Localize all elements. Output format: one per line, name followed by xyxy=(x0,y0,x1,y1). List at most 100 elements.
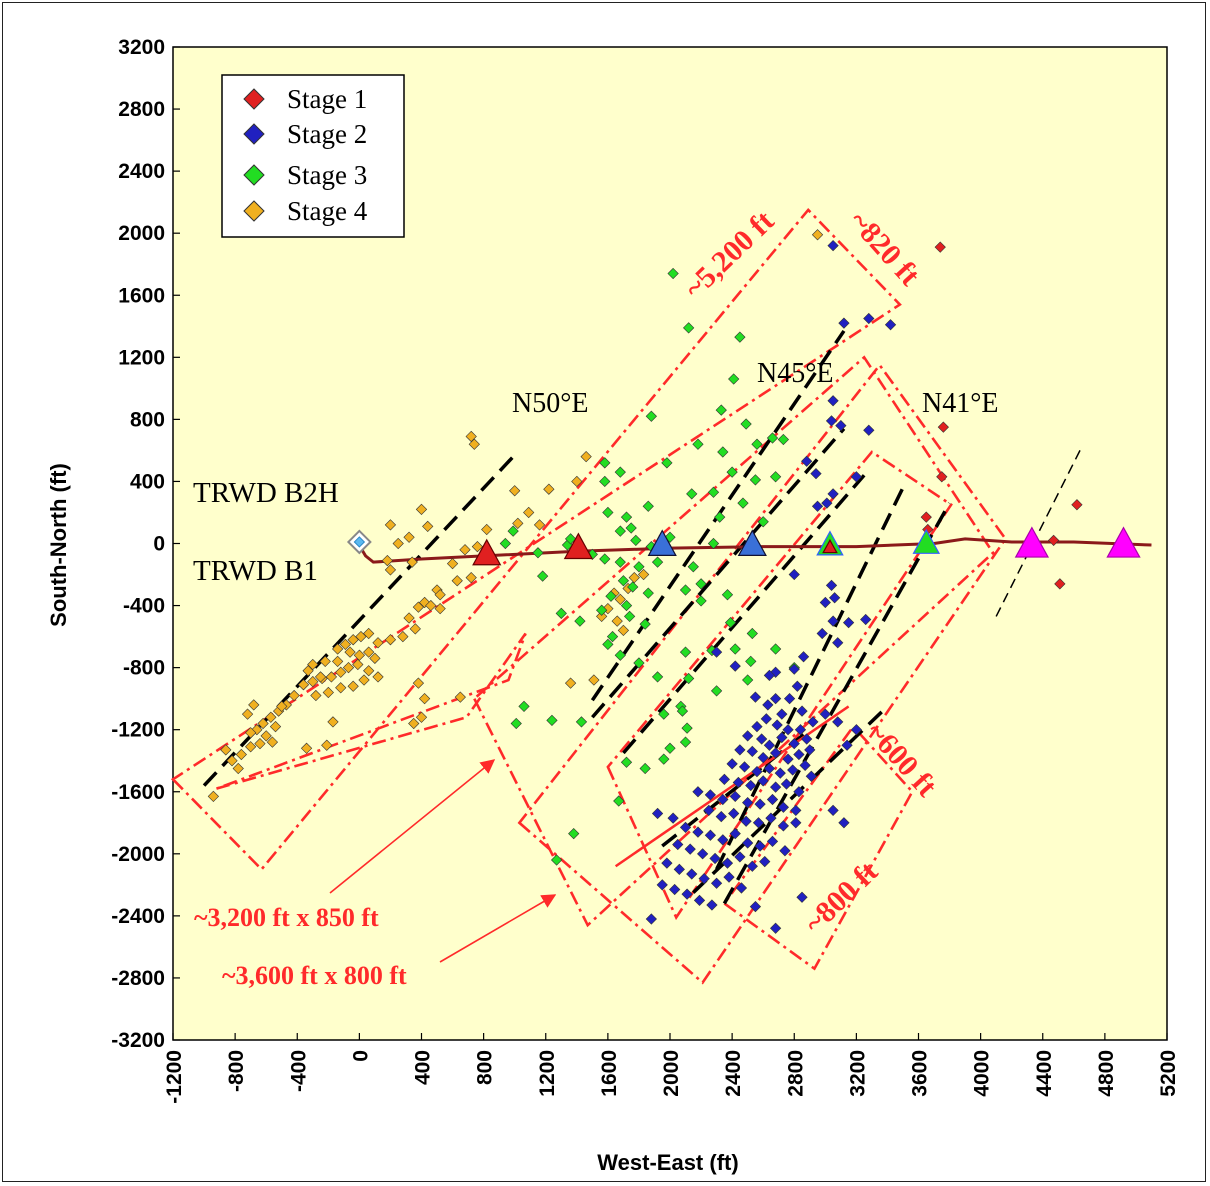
stage-4-point xyxy=(325,671,338,683)
stage-4-point xyxy=(454,691,466,703)
stage-3-point xyxy=(575,716,588,728)
stage-4-point xyxy=(232,762,244,775)
stage-2-point xyxy=(797,651,810,663)
stage-2-point xyxy=(732,776,744,789)
stage-3-point xyxy=(687,561,699,573)
stage-2-point xyxy=(850,724,862,736)
x-tick-label: 4400 xyxy=(1033,1050,1056,1097)
stage-2-point xyxy=(759,855,771,868)
stage-3-point xyxy=(667,267,679,280)
x-tick-label: 1200 xyxy=(536,1050,559,1097)
stage-2-point xyxy=(746,860,758,872)
stage-2-triangle xyxy=(737,529,767,557)
stage-4-point xyxy=(451,575,463,587)
stage-4-point xyxy=(307,658,319,671)
stage-3-point xyxy=(614,556,626,568)
legend-label-stage-4: Stage 4 xyxy=(287,196,368,226)
stage-3-point xyxy=(679,646,692,658)
magenta-triangle xyxy=(1106,526,1141,558)
stage-4-point xyxy=(509,485,521,497)
y-tick-label: -400 xyxy=(123,595,165,618)
stage-3-point xyxy=(602,638,614,650)
stage-3-point xyxy=(769,643,782,655)
stage-2-point xyxy=(692,786,704,798)
stage-3-point xyxy=(745,655,757,668)
y-tick-label: 800 xyxy=(130,408,165,431)
stage-4-point xyxy=(335,666,347,678)
stage-4-point xyxy=(363,665,375,677)
stage-3-point xyxy=(510,717,522,730)
stage-2-point xyxy=(696,848,709,860)
stage-3-point xyxy=(599,475,611,488)
x-tick-label: 3600 xyxy=(909,1050,932,1097)
label-n41e: N41°E xyxy=(922,388,999,419)
stage-2-point xyxy=(796,705,808,717)
stage-4-point xyxy=(571,475,583,488)
trend-line xyxy=(202,453,516,787)
well-path-line xyxy=(354,537,1152,564)
legend-label-stage-2: Stage 2 xyxy=(287,119,367,149)
stage-3-point xyxy=(728,373,740,385)
x-tick-label: -1200 xyxy=(163,1050,186,1104)
stage-3-point xyxy=(658,753,670,765)
legend-label-stage-1: Stage 1 xyxy=(287,84,367,114)
stage-3-point xyxy=(686,488,698,500)
stage-3-point xyxy=(683,322,695,334)
stage-2-point xyxy=(661,857,673,869)
stage-4-point xyxy=(332,643,344,655)
stage-3-point xyxy=(707,486,720,498)
label-box2-dims: ~3,600 ft x 800 ft xyxy=(222,961,407,990)
stage-2-point xyxy=(793,786,805,798)
stage-4-point xyxy=(397,630,409,643)
stage-2-point xyxy=(738,761,751,773)
stage-3-point xyxy=(751,438,763,450)
stage-4-point xyxy=(628,572,640,584)
stage-2-point xyxy=(810,468,822,480)
stage-4-point xyxy=(406,556,418,568)
stage-4-point xyxy=(353,649,365,661)
stage-4-point xyxy=(372,671,384,683)
stage-4-point xyxy=(352,658,364,671)
stage-2-point xyxy=(672,838,684,851)
stage-1-point xyxy=(1071,499,1083,511)
stage-2-point xyxy=(825,415,838,427)
stage-3-point xyxy=(620,756,633,768)
stage-2-point xyxy=(819,596,831,609)
stage-4-point xyxy=(355,630,367,643)
stage-2-point xyxy=(715,810,727,823)
stage-4-point xyxy=(617,624,630,637)
stage-4-point xyxy=(384,519,397,531)
stage-2-point xyxy=(788,738,800,750)
stage-4-point xyxy=(241,708,254,720)
stage-2-point xyxy=(754,840,766,852)
label-n45e: N45°E xyxy=(757,358,834,389)
stage-2-point xyxy=(706,899,718,911)
stage-4-point xyxy=(288,689,300,702)
stage-2-point xyxy=(704,789,717,801)
stage-3-point xyxy=(681,722,693,734)
stage-4-point xyxy=(335,682,347,694)
stage-3-point xyxy=(766,432,779,444)
stage-3-point xyxy=(717,446,729,458)
stage-3-point xyxy=(679,584,692,596)
dash-dot-outline xyxy=(216,632,527,790)
stage-2-point xyxy=(735,882,748,894)
stage-2-point xyxy=(703,804,715,816)
stage-2-point xyxy=(791,680,803,692)
x-tick-label: 3200 xyxy=(846,1050,869,1097)
stage-4-point xyxy=(468,438,480,450)
stage-4-point xyxy=(207,790,220,803)
stage-3-point xyxy=(642,587,654,599)
stage-2-point xyxy=(787,764,799,776)
stage-3-point xyxy=(724,617,737,629)
stage-4-point xyxy=(637,568,650,581)
stage-2-point xyxy=(832,716,844,728)
x-tick-label: 1600 xyxy=(598,1050,621,1097)
stage-4-point xyxy=(339,638,352,650)
stage-3-point xyxy=(742,674,754,686)
stage-4-point xyxy=(314,671,327,683)
stage-2-point xyxy=(799,759,811,771)
stage-2-point xyxy=(884,319,897,331)
stage-3-point xyxy=(614,466,626,478)
stage-2-point xyxy=(769,922,782,934)
